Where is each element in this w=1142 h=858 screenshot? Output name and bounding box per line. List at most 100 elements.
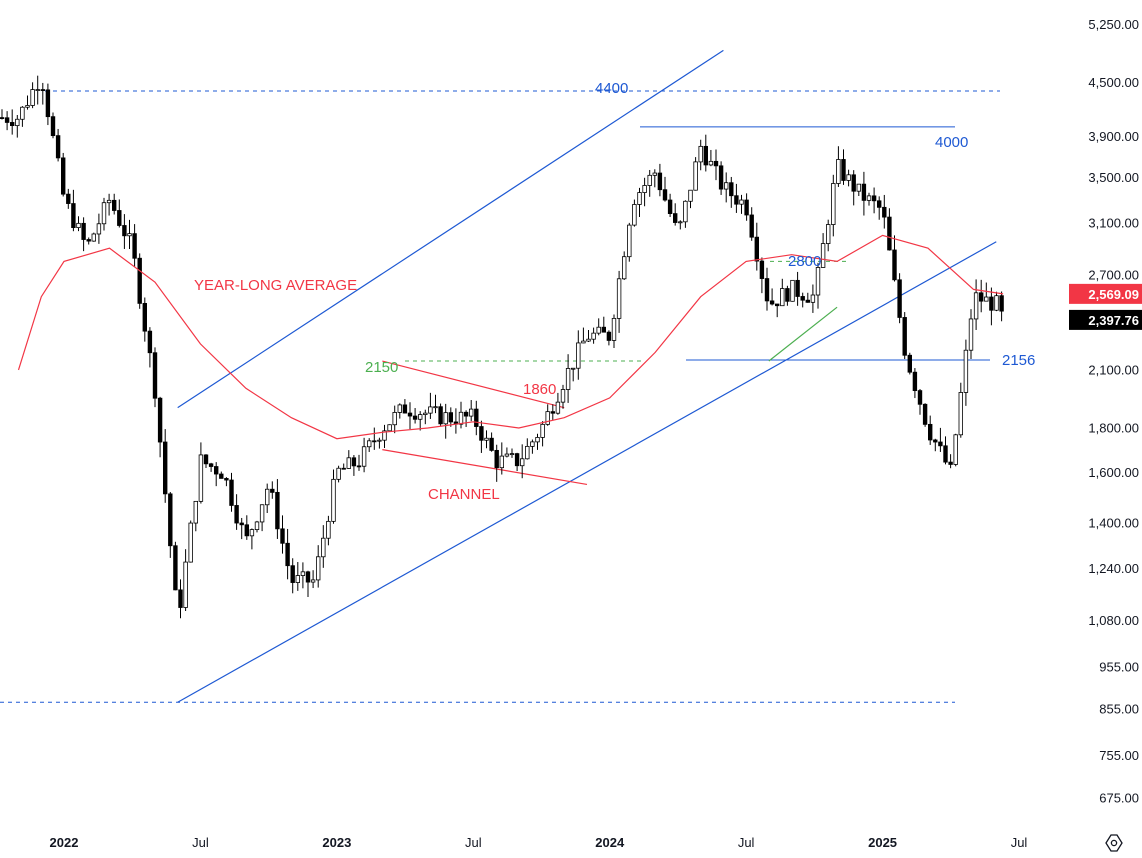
candle	[632, 199, 637, 227]
candle-body	[780, 288, 785, 307]
candle	[382, 424, 387, 448]
annotation-2156: 2156	[1002, 352, 1035, 369]
candle	[938, 427, 943, 452]
candle-body	[423, 412, 428, 415]
candle-body	[443, 412, 448, 425]
candle-body	[361, 446, 367, 467]
candle	[249, 528, 255, 550]
candle-body	[622, 256, 627, 280]
candle	[50, 112, 56, 139]
candle-body	[739, 199, 744, 205]
candle	[912, 368, 918, 399]
y-tick-label: 2,100.00	[1088, 362, 1139, 377]
candle	[346, 450, 351, 469]
candle	[933, 438, 938, 452]
candle	[25, 95, 30, 110]
candle-body	[61, 157, 66, 195]
candle-body	[387, 424, 392, 432]
candle	[366, 438, 372, 452]
candle	[499, 442, 504, 475]
candle	[377, 437, 382, 449]
candle-body	[841, 159, 846, 181]
candle	[132, 224, 137, 267]
candle	[810, 284, 816, 313]
candle-body	[448, 412, 453, 423]
candle-body	[866, 195, 872, 201]
candle	[448, 407, 453, 427]
candle-body	[912, 371, 918, 392]
candle	[147, 327, 153, 368]
candle	[310, 570, 316, 589]
candle-body	[310, 579, 316, 583]
candle-body	[30, 89, 35, 106]
candle-body	[688, 189, 693, 202]
candle-body	[596, 326, 601, 334]
candle-body	[928, 423, 933, 441]
candle	[514, 452, 520, 472]
candle	[397, 403, 402, 419]
candle-body	[86, 239, 91, 242]
candle	[917, 389, 923, 415]
candle	[688, 189, 693, 209]
annotation-4400: 4400	[595, 80, 628, 97]
candle	[581, 327, 586, 344]
candle-body	[351, 457, 357, 467]
candle-body	[433, 406, 438, 409]
candle	[443, 403, 448, 439]
candle	[229, 472, 234, 512]
candle	[897, 273, 902, 324]
candle	[953, 433, 958, 467]
candle	[453, 408, 459, 434]
candle-body	[40, 89, 45, 91]
candle-body	[943, 445, 948, 463]
candle-body	[586, 338, 591, 342]
x-tick-label: 2022	[50, 835, 79, 850]
candle-body	[183, 561, 188, 608]
candle	[673, 203, 678, 226]
candle-body	[576, 342, 581, 369]
candle-body	[25, 105, 30, 108]
candle	[0, 109, 5, 120]
candle-body	[168, 493, 173, 547]
y-tick-label: 855.00	[1099, 701, 1139, 716]
candle-body	[474, 408, 479, 427]
candle-body	[280, 528, 285, 544]
x-tick-label: Jul	[1011, 835, 1028, 850]
candle	[871, 187, 877, 214]
candle-body	[540, 423, 545, 438]
candle	[571, 367, 576, 382]
candle	[35, 75, 40, 105]
candle-body	[341, 467, 346, 470]
candle	[193, 500, 198, 532]
y-tick-label: 4,500.00	[1088, 75, 1139, 90]
candle	[152, 347, 158, 408]
candle	[341, 463, 346, 470]
candle	[351, 455, 357, 476]
x-axis: 2022 Jul 2023 Jul 2024 Jul 2025 Jul	[50, 835, 1028, 850]
candle	[841, 149, 846, 185]
candle	[489, 432, 494, 452]
candle	[412, 408, 418, 424]
candle-body	[698, 145, 703, 163]
candle-body	[366, 440, 372, 448]
candle-body	[800, 296, 805, 301]
annotation-2800: 2800	[788, 253, 821, 270]
settings-gear-icon[interactable]	[1105, 834, 1123, 852]
candle	[122, 214, 127, 249]
candle-body	[933, 439, 938, 443]
candle	[428, 392, 433, 419]
candle-body	[213, 466, 219, 475]
candle	[922, 403, 928, 427]
candle	[907, 352, 912, 375]
price-badge-label: 2,397.76	[1088, 313, 1139, 328]
candle-body	[647, 174, 652, 186]
candle-body	[958, 392, 963, 436]
gear-center	[1110, 839, 1118, 847]
candle	[882, 194, 887, 229]
candle	[805, 292, 810, 303]
candle-body	[244, 524, 249, 537]
candle-body	[50, 116, 56, 137]
candle-body	[382, 430, 387, 441]
candle-body	[673, 213, 678, 223]
